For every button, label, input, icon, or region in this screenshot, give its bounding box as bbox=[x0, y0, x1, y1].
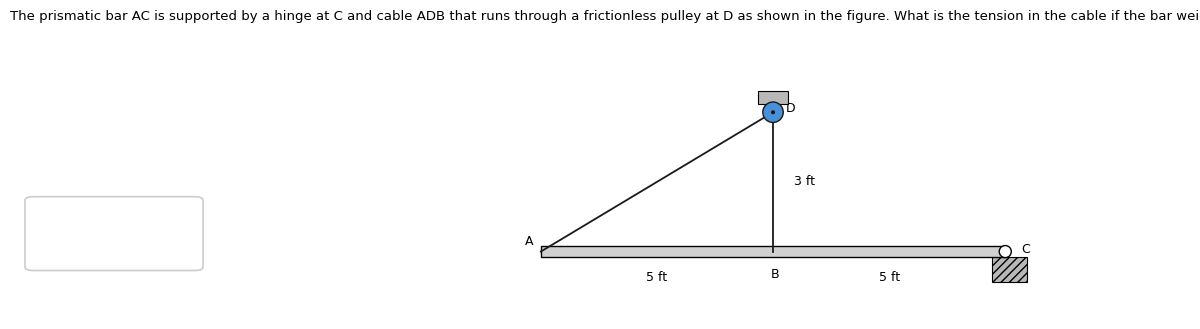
Text: The prismatic bar AC is supported by a hinge at C and cable ADB that runs throug: The prismatic bar AC is supported by a h… bbox=[10, 10, 1200, 23]
Bar bbox=[758, 91, 788, 104]
Text: 3 ft: 3 ft bbox=[794, 175, 815, 189]
Text: A: A bbox=[526, 235, 534, 248]
Circle shape bbox=[763, 102, 784, 122]
FancyBboxPatch shape bbox=[25, 197, 203, 270]
Text: C: C bbox=[1021, 243, 1031, 256]
Text: 5 ft: 5 ft bbox=[878, 271, 900, 284]
Bar bbox=[992, 257, 1027, 282]
Circle shape bbox=[1000, 245, 1012, 258]
Circle shape bbox=[770, 110, 775, 114]
Bar bbox=[541, 246, 1006, 257]
Text: 5 ft: 5 ft bbox=[647, 271, 667, 284]
Text: B: B bbox=[772, 268, 780, 281]
Text: D: D bbox=[786, 102, 796, 115]
